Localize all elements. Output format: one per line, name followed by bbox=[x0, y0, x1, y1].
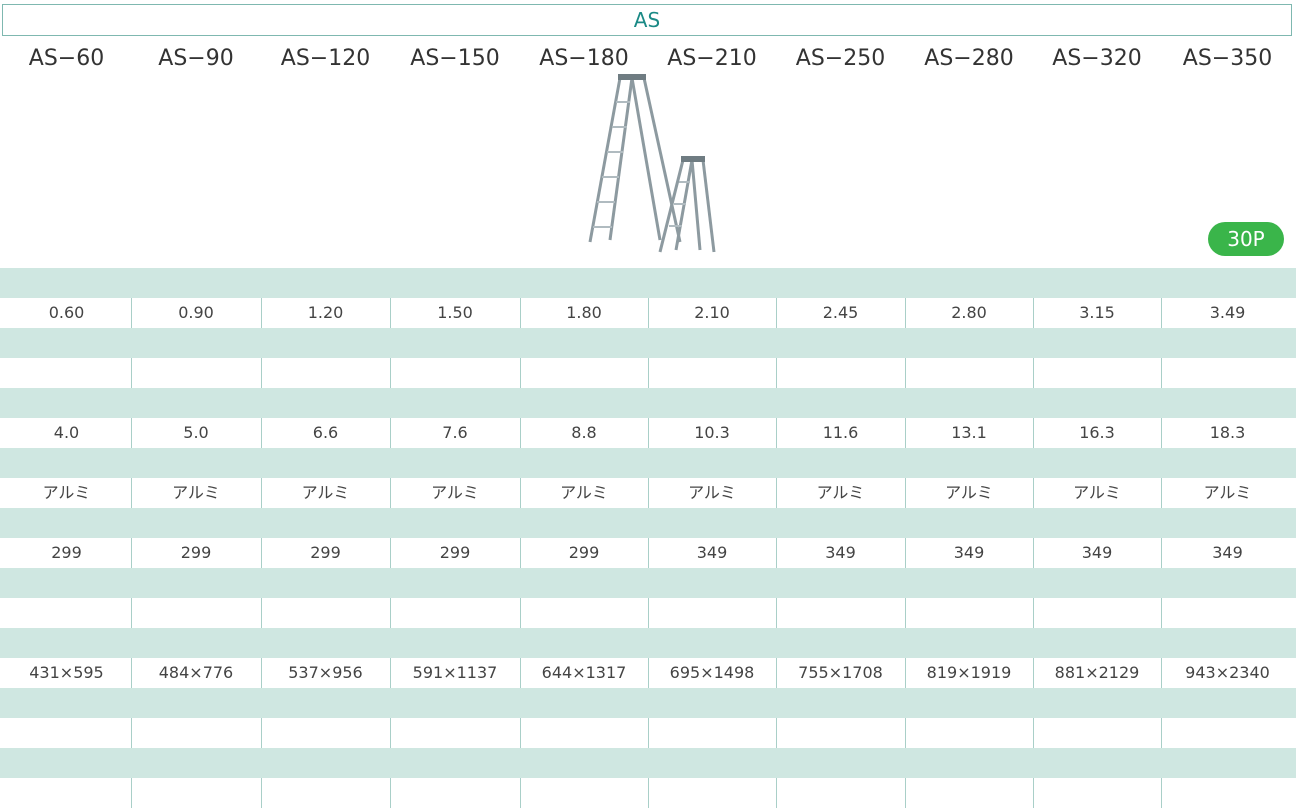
table-cell: アルミ bbox=[301, 483, 350, 502]
column-divider bbox=[390, 268, 391, 808]
column-divider bbox=[648, 268, 649, 808]
table-row-band bbox=[0, 658, 1296, 688]
table-row-band bbox=[0, 628, 1296, 658]
column-divider bbox=[520, 268, 521, 808]
column-divider bbox=[1161, 268, 1162, 808]
table-cell: 0.90 bbox=[178, 303, 214, 322]
table-cell: 349 bbox=[696, 543, 728, 562]
table-cell: アルミ bbox=[42, 483, 91, 502]
table-row-band bbox=[0, 598, 1296, 628]
model-name: AS−60 bbox=[28, 46, 105, 71]
table-cell: 349 bbox=[1081, 543, 1113, 562]
table-cell: 943×2340 bbox=[1185, 663, 1270, 682]
table-row-band bbox=[0, 748, 1296, 778]
table-cell: 4.0 bbox=[53, 423, 80, 442]
table-cell: アルミ bbox=[688, 483, 736, 502]
table-cell: 0.60 bbox=[48, 303, 85, 322]
table-cell: 1.80 bbox=[566, 303, 602, 322]
model-name: AS−90 bbox=[158, 46, 234, 71]
table-cell: 1.20 bbox=[307, 303, 344, 322]
model-name: AS−210 bbox=[667, 46, 757, 71]
column-divider bbox=[905, 268, 906, 808]
table-row-band bbox=[0, 268, 1296, 298]
table-cell: 7.6 bbox=[442, 423, 468, 442]
table-cell: アルミ bbox=[431, 483, 479, 502]
table-cell: 431×595 bbox=[29, 663, 104, 682]
column-divider bbox=[1033, 268, 1034, 808]
model-name: AS−280 bbox=[924, 46, 1014, 71]
table-cell: 881×2129 bbox=[1054, 663, 1140, 682]
table-cell: 819×1919 bbox=[926, 663, 1012, 682]
table-cell: 695×1498 bbox=[669, 663, 755, 682]
table-cell: 591×1137 bbox=[412, 663, 498, 682]
table-row-band bbox=[0, 778, 1296, 808]
table-cell: 349 bbox=[953, 543, 985, 562]
table-cell: 299 bbox=[51, 543, 82, 562]
table-row-band bbox=[0, 718, 1296, 748]
table-cell: 755×1708 bbox=[798, 663, 883, 682]
table-cell: 349 bbox=[1212, 543, 1243, 562]
model-name: AS−320 bbox=[1052, 46, 1142, 71]
table-row-band bbox=[0, 538, 1296, 568]
table-cell: 299 bbox=[439, 543, 471, 562]
table-cell: 2.45 bbox=[822, 303, 859, 322]
table-cell: 349 bbox=[825, 543, 856, 562]
model-name: AS−350 bbox=[1182, 46, 1273, 71]
table-cell: アルミ bbox=[172, 483, 220, 502]
table-row-band bbox=[0, 448, 1296, 478]
table-row-band bbox=[0, 298, 1296, 328]
table-row-band bbox=[0, 418, 1296, 448]
table-cell: 1.50 bbox=[437, 303, 473, 322]
table-row-band bbox=[0, 688, 1296, 718]
table-cell: 16.3 bbox=[1079, 423, 1115, 442]
model-name: AS−250 bbox=[795, 46, 886, 71]
table-row-band bbox=[0, 478, 1296, 508]
model-name: AS−150 bbox=[410, 46, 500, 71]
table-cell: アルミ bbox=[816, 483, 865, 502]
page-badge: 30P bbox=[1208, 222, 1284, 256]
table-cell: 10.3 bbox=[694, 423, 730, 442]
table-row-band bbox=[0, 328, 1296, 358]
table-cell: 299 bbox=[310, 543, 341, 562]
column-divider bbox=[131, 268, 132, 808]
table-cell: 6.6 bbox=[312, 423, 339, 442]
model-name: AS−120 bbox=[280, 46, 371, 71]
ladder-image bbox=[588, 74, 716, 253]
table-cell: 299 bbox=[180, 543, 212, 562]
table-cell: 484×776 bbox=[158, 663, 234, 682]
table-row-band bbox=[0, 508, 1296, 538]
series-title: AS bbox=[2, 4, 1292, 36]
table-cell: アルミ bbox=[945, 483, 993, 502]
model-name: AS−180 bbox=[539, 46, 629, 71]
table-cell: 8.8 bbox=[571, 423, 597, 442]
table-cell: 2.10 bbox=[694, 303, 730, 322]
table-cell: 299 bbox=[568, 543, 600, 562]
table-cell: 11.6 bbox=[822, 423, 859, 442]
table-cell: 5.0 bbox=[183, 423, 209, 442]
table-row-band bbox=[0, 568, 1296, 598]
column-divider bbox=[776, 268, 777, 808]
table-cell: アルミ bbox=[1073, 483, 1121, 502]
table-cell: アルミ bbox=[1203, 483, 1252, 502]
table-row-band bbox=[0, 358, 1296, 388]
table-cell: 3.49 bbox=[1209, 303, 1246, 322]
table-cell: 644×1317 bbox=[541, 663, 627, 682]
table-row-band bbox=[0, 388, 1296, 418]
table-cell: アルミ bbox=[560, 483, 608, 502]
table-cell: 537×956 bbox=[288, 663, 363, 682]
column-divider bbox=[261, 268, 262, 808]
table-cell: 3.15 bbox=[1079, 303, 1115, 322]
table-cell: 18.3 bbox=[1209, 423, 1246, 442]
table-cell: 2.80 bbox=[951, 303, 987, 322]
table-cell: 13.1 bbox=[951, 423, 987, 442]
